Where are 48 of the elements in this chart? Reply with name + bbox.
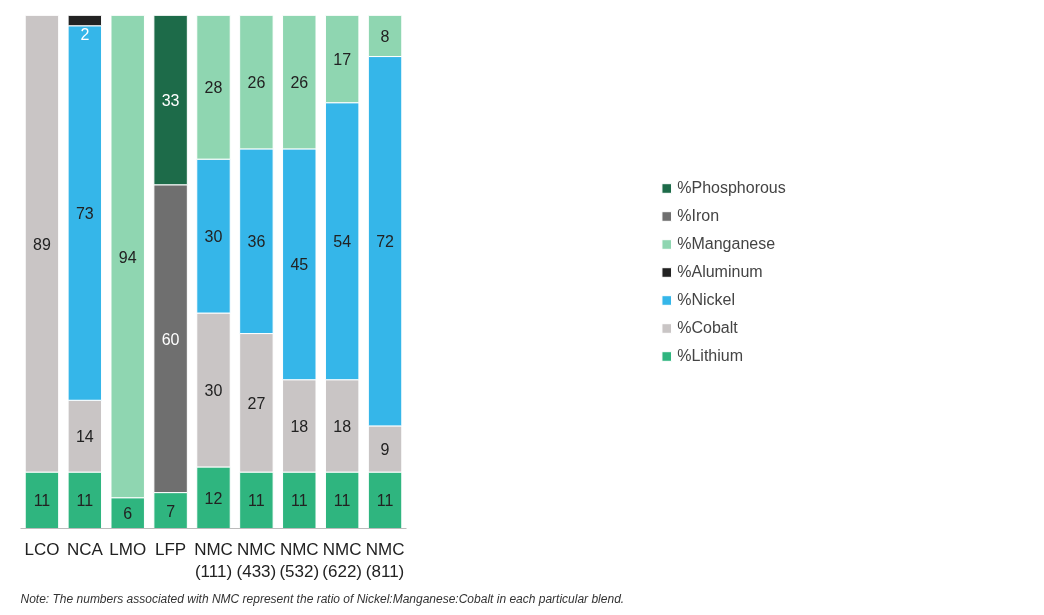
data-label: 9 <box>380 440 390 458</box>
data-label: 18 <box>333 417 352 435</box>
data-label: 27 <box>247 394 266 412</box>
data-label: 89 <box>33 235 51 253</box>
data-label: 11 <box>376 492 394 510</box>
data-label: 11 <box>76 492 94 510</box>
x-tick-label: LFP <box>155 539 187 559</box>
data-label: 6 <box>123 505 133 523</box>
x-tick-label: NMC (433) <box>236 539 277 582</box>
data-label: 11 <box>33 492 51 510</box>
x-tick-label: NCA <box>66 539 104 559</box>
data-label: 14 <box>75 428 94 446</box>
legend-label: %Lithium <box>677 346 744 365</box>
data-label: 26 <box>290 74 309 92</box>
data-label: 11 <box>290 492 308 510</box>
data-label: 45 <box>290 256 309 274</box>
data-label: 30 <box>204 228 223 246</box>
text: Note: The numbers associated with NMC represent the ratio of Nickel:Manganese:Cobalt in each particular blend. <box>20 591 625 606</box>
legend-label: %Aluminum <box>677 262 763 281</box>
legend-label: %Phosphorous <box>677 178 786 197</box>
x-tick-label: NMC (811) <box>365 539 405 582</box>
data-label: 17 <box>333 51 352 69</box>
data-label: 18 <box>290 417 309 435</box>
data-label: 11 <box>333 492 351 510</box>
x-tick-label: NMC (111) <box>194 539 233 582</box>
data-label: 73 <box>75 205 94 223</box>
data-label: 94 <box>118 248 137 266</box>
data-label: 54 <box>333 233 352 251</box>
data-label: 60 <box>161 330 180 348</box>
data-label: 12 <box>204 489 223 507</box>
data-label: 33 <box>161 92 180 110</box>
x-tick-label: NMC (622) <box>322 539 363 582</box>
x-tick-label: LMO <box>109 539 147 559</box>
legend-label: %Iron <box>677 206 720 225</box>
data-label: 7 <box>166 502 176 520</box>
legend-label: %Manganese <box>677 234 776 253</box>
data-label: 26 <box>247 74 266 92</box>
data-label: 11 <box>248 492 265 510</box>
legend-label: %Nickel <box>677 290 736 309</box>
data-label: 2 <box>80 26 90 44</box>
x-tick-label: LCO <box>24 539 60 559</box>
data-label: 36 <box>247 233 266 251</box>
data-label: 72 <box>376 233 395 251</box>
data-label: 30 <box>204 381 223 399</box>
x-tick-label: NMC (532) <box>279 539 320 582</box>
legend-label: %Cobalt <box>677 318 738 337</box>
data-label: 28 <box>204 79 223 97</box>
data-label: 8 <box>380 28 390 46</box>
